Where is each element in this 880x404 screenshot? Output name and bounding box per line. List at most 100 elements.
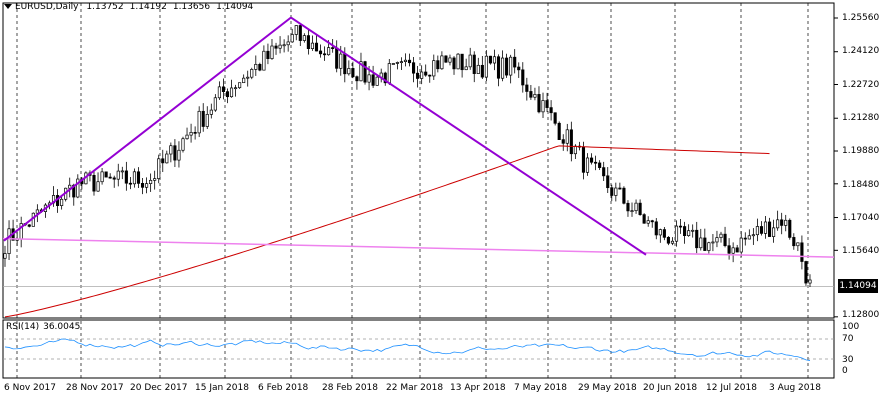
price-tick: 1.15640: [842, 246, 880, 256]
red-moving-average: [4, 145, 770, 318]
candle-body: [553, 112, 557, 124]
candle-body: [452, 57, 456, 70]
candle-body: [581, 146, 586, 173]
candle-body: [695, 229, 699, 249]
candle-body: [201, 110, 205, 127]
candle-body: [246, 76, 250, 79]
main-pane-frame: [2, 2, 835, 319]
price-tick: 1.24120: [842, 46, 880, 56]
candle-body: [153, 178, 157, 181]
rsi-title: RSI(14) 36.0045: [6, 322, 84, 332]
candle-body: [161, 158, 165, 164]
candle-body: [323, 53, 327, 56]
candle-body: [229, 87, 234, 98]
candle-body: [557, 122, 561, 140]
candle-body: [780, 219, 784, 226]
candle-body: [157, 158, 161, 179]
candle-body: [145, 183, 149, 188]
rsi-tick: 30: [842, 355, 854, 365]
candle-body: [626, 202, 630, 212]
candle-body: [642, 214, 646, 224]
candle-body: [691, 229, 695, 232]
candle-body: [116, 170, 120, 180]
candle-body: [788, 219, 792, 238]
candle-body: [561, 139, 565, 144]
candle-body: [517, 66, 521, 71]
candle-body: [120, 170, 124, 173]
candle-body: [440, 55, 444, 70]
candle-body: [262, 50, 266, 71]
candle-body: [541, 100, 545, 113]
candle-body: [270, 45, 274, 59]
candle-body: [650, 220, 654, 223]
time-tick: 12 Jul 2018: [706, 383, 757, 393]
candle-body: [294, 25, 298, 35]
candle-body: [60, 198, 64, 206]
candle-body: [792, 237, 796, 247]
candle-body: [436, 60, 440, 70]
candle-body: [104, 171, 108, 178]
candle-body: [634, 202, 638, 212]
current-price-badge: 1.14094: [838, 279, 878, 293]
candle-body: [169, 145, 173, 155]
time-tick: 3 Aug 2018: [769, 383, 821, 393]
candle-body: [100, 171, 104, 183]
candle-body: [674, 225, 679, 242]
candle-body: [646, 220, 650, 224]
candle-body: [533, 94, 537, 98]
candle-body: [347, 68, 351, 75]
candle-body: [128, 182, 132, 185]
candle-body: [678, 225, 683, 228]
candle-body: [149, 179, 153, 185]
candle-body: [205, 114, 209, 127]
price-tick: 1.18480: [842, 180, 880, 190]
candle-body: [630, 210, 634, 213]
candle-body: [112, 177, 116, 180]
candle-body: [420, 71, 424, 79]
candle-body: [359, 61, 363, 82]
candle-body: [242, 77, 246, 84]
candle-body: [707, 242, 711, 251]
candle-body: [306, 35, 310, 49]
rsi-tick: 70: [842, 334, 854, 344]
candle-body: [699, 237, 703, 249]
high-value: 1.14192: [129, 2, 167, 12]
candle-body: [735, 247, 739, 253]
candle-body: [755, 226, 759, 236]
candle-body: [310, 42, 315, 49]
candle-body: [250, 69, 254, 78]
candle-body: [521, 69, 525, 86]
candle-body: [715, 237, 719, 243]
candle-body: [808, 279, 812, 284]
time-tick: 6 Feb 2018: [258, 383, 309, 393]
candle-body: [302, 35, 306, 41]
candle-body: [298, 25, 302, 41]
candle-body: [666, 236, 670, 244]
time-tick: 13 Apr 2018: [450, 383, 506, 393]
candle-body: [772, 227, 776, 237]
candle-body: [173, 145, 177, 161]
candle-body: [747, 235, 751, 240]
candle-body: [505, 57, 509, 76]
candle-body: [468, 54, 472, 68]
symbol-label: EURUSD,Daily: [15, 2, 79, 12]
candle-body: [327, 47, 331, 56]
candle-body: [274, 45, 278, 49]
candle-body: [638, 202, 642, 215]
candle-body: [387, 63, 391, 84]
candle-body: [375, 76, 379, 86]
candle-body: [598, 162, 602, 168]
candle-body: [136, 171, 141, 184]
candle-body: [662, 229, 666, 238]
rsi-pane-frame: [2, 319, 835, 379]
price-tick: 1.12800: [842, 310, 880, 320]
dropdown-triangle-icon[interactable]: [4, 4, 12, 9]
candle-body: [213, 97, 217, 111]
close-value: 1.14094: [216, 2, 254, 12]
candle-body: [513, 56, 517, 68]
candle-body: [428, 74, 432, 77]
candle-body: [165, 153, 169, 164]
candle-body: [622, 187, 626, 204]
